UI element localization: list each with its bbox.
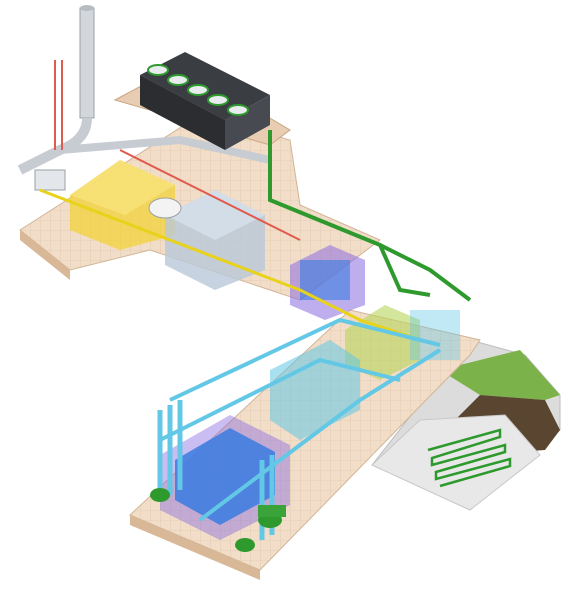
fan-unit-icon bbox=[140, 52, 270, 150]
tank-icon bbox=[148, 197, 182, 219]
pump-icon bbox=[345, 305, 460, 380]
ground-loop-icon bbox=[427, 428, 512, 488]
pipe-network bbox=[39, 130, 472, 540]
grass-surface bbox=[440, 350, 560, 400]
chimney-icon bbox=[17, 5, 271, 175]
engine-icon bbox=[34, 160, 175, 250]
chiller-icon bbox=[165, 190, 265, 290]
pump-skid bbox=[150, 488, 286, 552]
ground-loop-section bbox=[371, 339, 561, 511]
